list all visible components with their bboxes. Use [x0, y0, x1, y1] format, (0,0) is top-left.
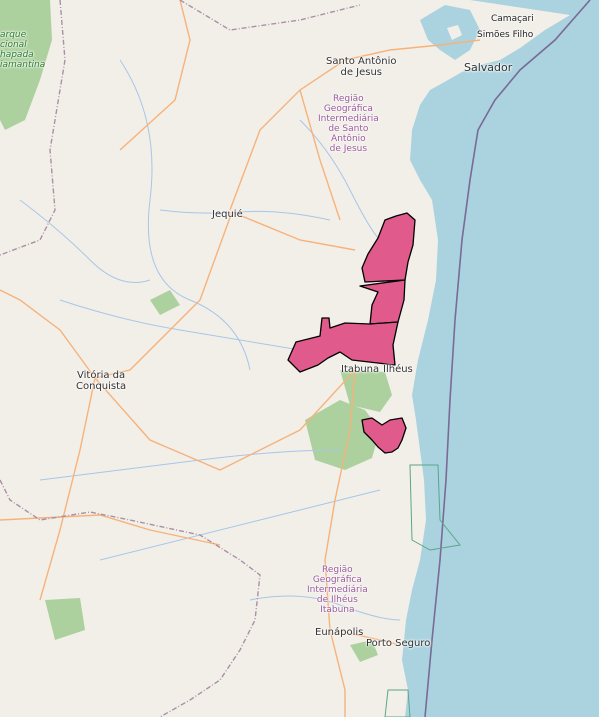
- marine-area-outline: [409, 464, 461, 551]
- label-simoes-filho: Simões Filho: [477, 30, 534, 40]
- highlighted-municipality-north[interactable]: [361, 212, 416, 283]
- island: [447, 25, 462, 40]
- label-santo-antonio-de-jesus: Santo Antônio de Jesus: [326, 56, 397, 78]
- marine-area-outline-south: [384, 689, 411, 717]
- label-ilheus: Ilhéus: [383, 364, 413, 375]
- label-jequie: Jequié: [212, 209, 243, 220]
- maritime-boundary: [424, 0, 591, 717]
- label-national-park: arque cional hapada iamantina: [0, 30, 46, 70]
- label-salvador: Salvador: [464, 61, 513, 74]
- label-itabuna: Itabuna: [341, 364, 380, 375]
- label-vitoria-da-conquista: Vitória da Conquista: [76, 370, 127, 392]
- rivers: [19, 59, 401, 621]
- label-region-ilheus-itabuna: Região Geográfica Intermediária de Ilhéu…: [307, 565, 368, 615]
- label-porto-seguro: Porto Seguro: [366, 638, 431, 649]
- sea-area: [402, 0, 599, 717]
- highlighted-municipality-south[interactable]: [361, 417, 407, 454]
- highlighted-municipality-west[interactable]: [287, 317, 399, 373]
- state-borders: [0, 0, 361, 717]
- forest-areas: [0, 0, 392, 662]
- roads: [0, 0, 481, 717]
- highlighted-regions[interactable]: [287, 212, 416, 454]
- label-camacari: Camaçari: [491, 14, 534, 24]
- label-region-santo-antonio: Região Geográfica Intermediária de Santo…: [318, 94, 379, 154]
- label-eunapolis: Eunápolis: [315, 627, 364, 638]
